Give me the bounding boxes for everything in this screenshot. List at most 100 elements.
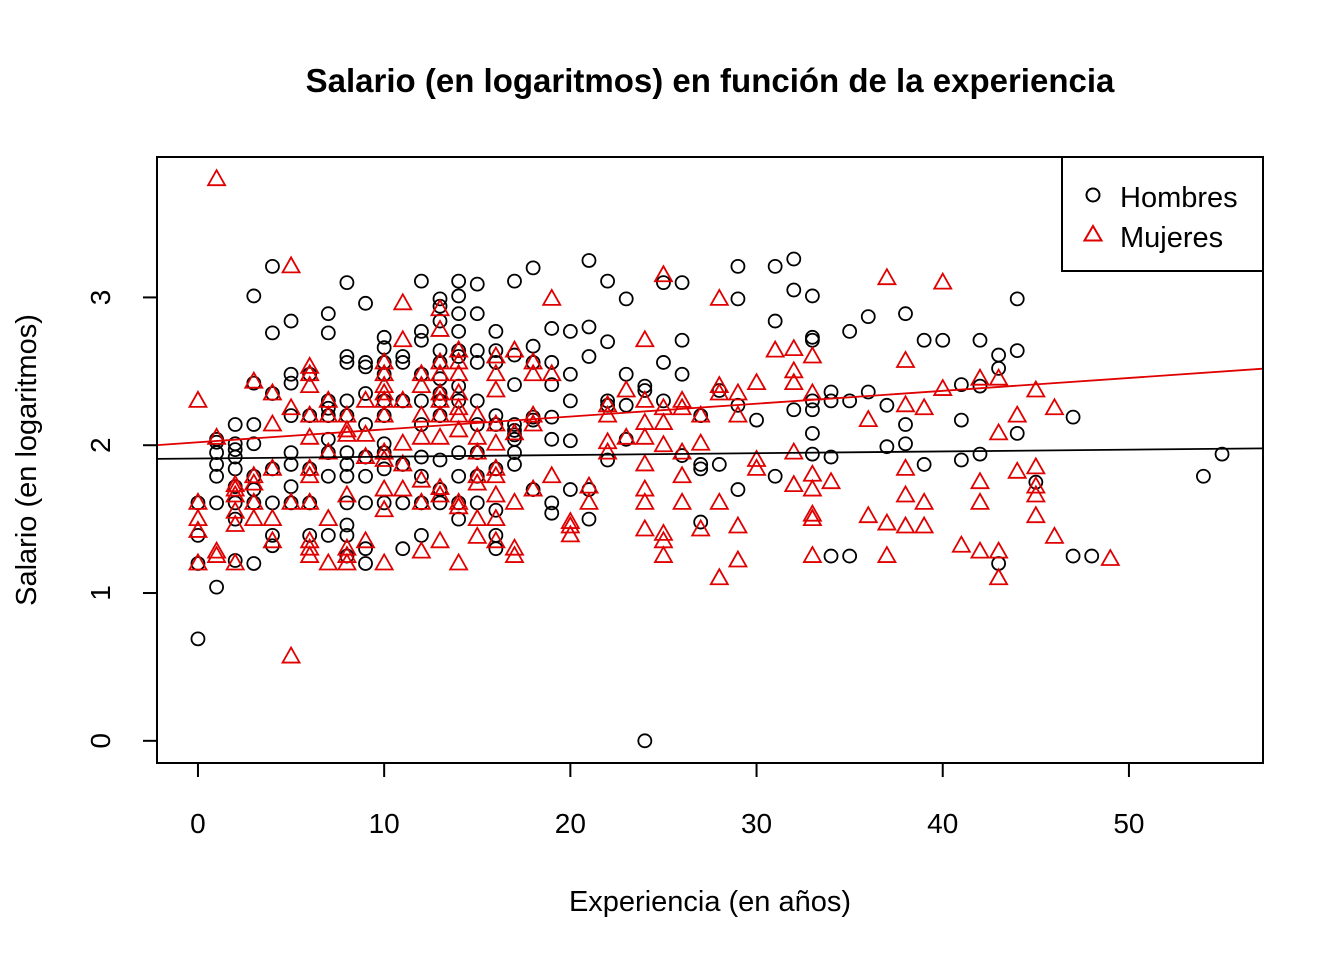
data-point-mujeres	[541, 363, 562, 382]
data-point-hombres	[544, 505, 560, 521]
data-point-hombres	[227, 436, 243, 452]
data-point-mujeres	[1025, 484, 1046, 503]
data-point-mujeres	[262, 530, 283, 549]
data-point-mujeres	[429, 427, 451, 445]
data-point-hombres	[581, 253, 597, 268]
data-point-mujeres	[727, 515, 748, 534]
data-point-mujeres	[485, 530, 506, 549]
data-point-hombres	[507, 377, 522, 393]
data-point-hombres	[1009, 291, 1025, 307]
data-point-hombres	[227, 417, 243, 432]
data-point-hombres	[507, 457, 522, 472]
data-point-mujeres	[895, 484, 916, 503]
data-point-hombres	[190, 527, 206, 543]
data-point-mujeres	[392, 390, 413, 408]
data-point-hombres	[823, 548, 839, 564]
data-point-hombres	[674, 366, 690, 382]
data-point-hombres	[413, 527, 429, 543]
data-point-mujeres	[597, 441, 618, 460]
data-point-mujeres	[206, 427, 227, 445]
data-point-mujeres	[1025, 505, 1046, 524]
data-point-mujeres	[411, 404, 432, 423]
data-point-hombres	[953, 412, 969, 428]
data-point-mujeres	[448, 552, 469, 571]
data-point-mujeres	[392, 432, 413, 451]
data-point-mujeres	[225, 474, 246, 493]
data-point-hombres	[562, 393, 578, 409]
data-point-mujeres	[243, 508, 264, 527]
data-point-mujeres	[616, 379, 637, 398]
data-point-mujeres	[299, 427, 320, 445]
data-point-hombres	[916, 457, 932, 472]
data-point-hombres	[469, 355, 485, 370]
data-point-hombres	[823, 384, 839, 400]
data-point-hombres	[786, 402, 802, 418]
data-point-hombres	[395, 349, 411, 364]
data-point-mujeres	[355, 530, 376, 549]
data-point-hombres	[432, 452, 448, 468]
data-point-hombres	[991, 347, 1007, 363]
data-point-mujeres	[206, 545, 227, 563]
data-point-mujeres	[467, 465, 488, 484]
data-point-hombres	[637, 383, 653, 398]
data-point-mujeres	[187, 520, 209, 538]
data-point-mujeres	[411, 363, 432, 382]
data-point-mujeres	[243, 465, 264, 484]
data-point-mujeres	[467, 427, 488, 445]
data-point-mujeres	[448, 492, 469, 510]
data-point-mujeres	[262, 382, 283, 401]
data-point-mujeres	[374, 552, 395, 571]
plot-frame	[156, 156, 1264, 764]
data-point-hombres	[413, 417, 429, 432]
data-point-mujeres	[672, 390, 693, 408]
y-tick-label: 0	[85, 733, 116, 749]
data-point-mujeres	[932, 271, 953, 290]
data-point-mujeres	[485, 363, 506, 382]
data-point-hombres	[302, 527, 318, 543]
data-point-hombres	[320, 325, 336, 341]
data-point-hombres	[432, 343, 448, 359]
data-point-mujeres	[634, 492, 655, 510]
plot-data-layer	[156, 168, 1264, 749]
data-point-hombres	[656, 275, 671, 291]
data-point-mujeres	[541, 465, 562, 484]
data-point-mujeres	[578, 492, 600, 510]
data-point-hombres	[972, 332, 988, 348]
data-point-hombres	[227, 511, 243, 527]
data-point-mujeres	[895, 458, 916, 476]
data-point-hombres	[972, 446, 988, 462]
data-point-mujeres	[988, 422, 1009, 441]
data-point-mujeres	[429, 477, 451, 495]
data-point-mujeres	[709, 288, 730, 306]
data-point-hombres	[730, 258, 746, 274]
data-point-mujeres	[951, 534, 972, 553]
data-point-hombres	[842, 324, 858, 339]
data-point-mujeres	[336, 537, 357, 556]
data-point-mujeres	[578, 475, 600, 494]
data-point-mujeres	[876, 267, 897, 286]
data-point-mujeres	[932, 378, 953, 396]
data-point-hombres	[544, 321, 560, 336]
data-point-mujeres	[411, 469, 432, 488]
data-point-mujeres	[448, 382, 469, 401]
data-point-hombres	[1009, 343, 1025, 359]
data-point-mujeres	[187, 508, 209, 527]
y-tick-label: 1	[85, 585, 116, 601]
data-point-mujeres	[225, 514, 246, 532]
data-point-hombres	[451, 324, 467, 339]
x-tick-label: 30	[741, 808, 772, 839]
data-point-hombres	[916, 332, 932, 348]
data-point-mujeres	[467, 441, 488, 460]
data-point-hombres	[265, 527, 280, 543]
data-point-hombres	[469, 306, 485, 322]
data-point-mujeres	[281, 645, 302, 664]
data-point-mujeres	[709, 567, 730, 586]
data-point-mujeres	[299, 492, 320, 510]
data-point-mujeres	[1044, 526, 1065, 544]
data-point-hombres	[283, 479, 299, 495]
data-point-hombres	[507, 417, 522, 432]
data-point-hombres	[749, 412, 764, 428]
data-point-hombres	[320, 400, 336, 416]
data-point-mujeres	[783, 474, 804, 493]
fit-line-mujeres	[156, 367, 1264, 446]
